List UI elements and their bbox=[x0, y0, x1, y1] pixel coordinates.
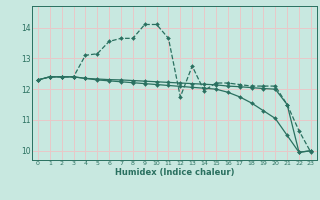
X-axis label: Humidex (Indice chaleur): Humidex (Indice chaleur) bbox=[115, 168, 234, 177]
